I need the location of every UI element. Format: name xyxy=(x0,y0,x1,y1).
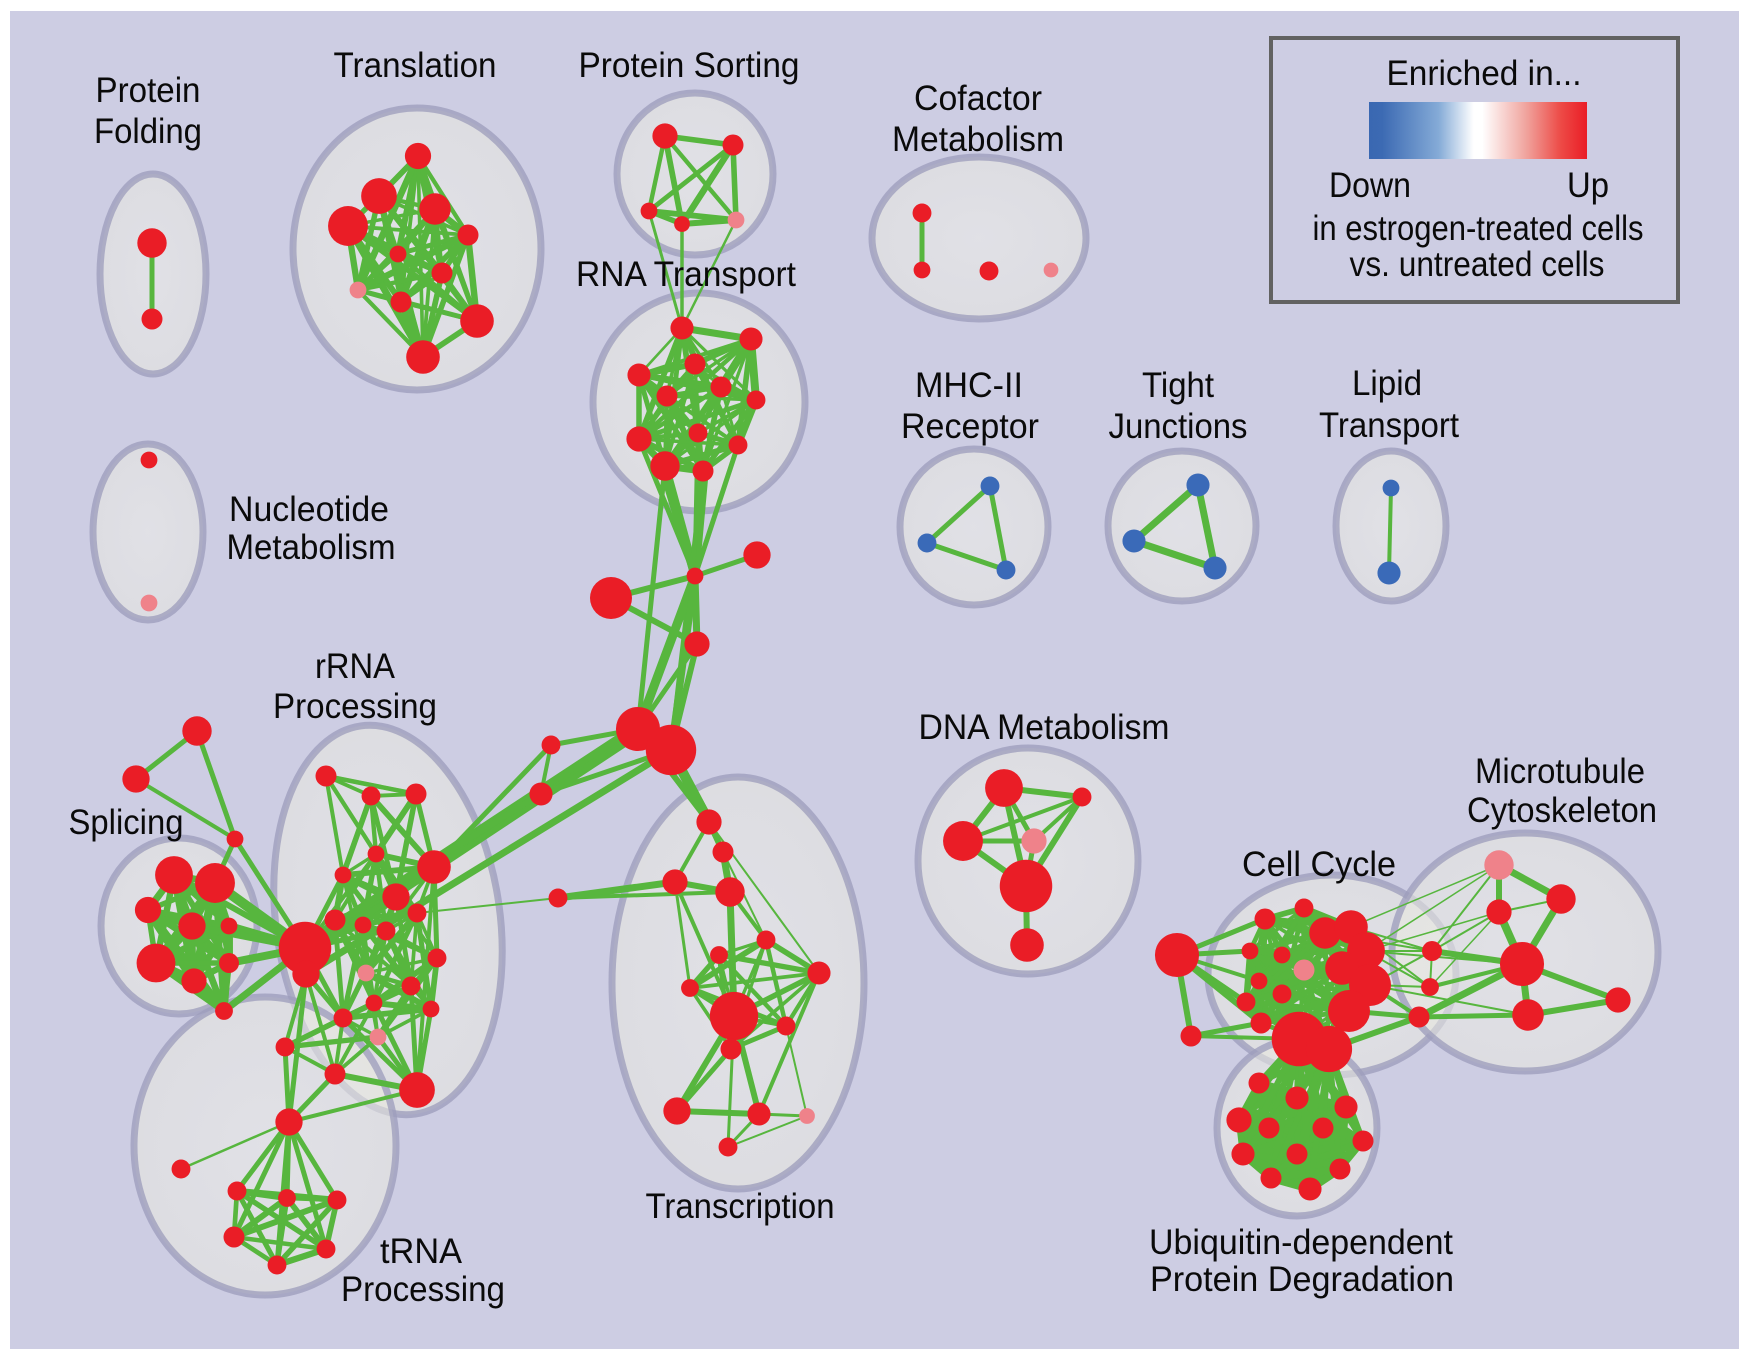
svg-text:Processing: Processing xyxy=(273,687,437,726)
svg-text:Protein: Protein xyxy=(96,71,201,110)
svg-text:Transport: Transport xyxy=(1319,406,1459,445)
svg-text:Metabolism: Metabolism xyxy=(892,120,1064,159)
svg-text:tRNA: tRNA xyxy=(380,1232,463,1271)
svg-text:vs. untreated cells: vs. untreated cells xyxy=(1350,245,1605,284)
svg-text:Up: Up xyxy=(1567,166,1609,205)
svg-text:Protein Sorting: Protein Sorting xyxy=(579,46,800,85)
svg-text:rRNA: rRNA xyxy=(315,647,396,686)
svg-text:Metabolism: Metabolism xyxy=(227,528,396,567)
svg-text:Nucleotide: Nucleotide xyxy=(229,490,389,529)
svg-text:Processing: Processing xyxy=(341,1270,505,1309)
svg-text:Cell Cycle: Cell Cycle xyxy=(1242,845,1396,884)
svg-text:Receptor: Receptor xyxy=(901,407,1039,446)
svg-text:Tight: Tight xyxy=(1142,366,1214,405)
svg-text:Protein Degradation: Protein Degradation xyxy=(1150,1260,1454,1299)
svg-text:Cofactor: Cofactor xyxy=(914,79,1042,118)
svg-text:in estrogen-treated cells: in estrogen-treated cells xyxy=(1313,209,1644,248)
svg-text:Folding: Folding xyxy=(94,112,202,151)
svg-text:Down: Down xyxy=(1329,166,1411,205)
svg-text:RNA Transport: RNA Transport xyxy=(576,255,796,294)
svg-text:Transcription: Transcription xyxy=(646,1187,835,1226)
svg-text:Lipid: Lipid xyxy=(1352,364,1422,403)
svg-text:Microtubule: Microtubule xyxy=(1475,752,1645,791)
svg-text:Junctions: Junctions xyxy=(1109,407,1248,446)
svg-text:DNA Metabolism: DNA Metabolism xyxy=(919,708,1170,747)
svg-text:Ubiquitin-dependent: Ubiquitin-dependent xyxy=(1149,1223,1453,1262)
svg-text:Enriched in...: Enriched in... xyxy=(1387,54,1582,93)
svg-text:Splicing: Splicing xyxy=(69,803,184,842)
svg-text:Cytoskeleton: Cytoskeleton xyxy=(1467,791,1657,830)
svg-text:MHC-II: MHC-II xyxy=(915,366,1023,405)
svg-text:Translation: Translation xyxy=(334,46,497,85)
